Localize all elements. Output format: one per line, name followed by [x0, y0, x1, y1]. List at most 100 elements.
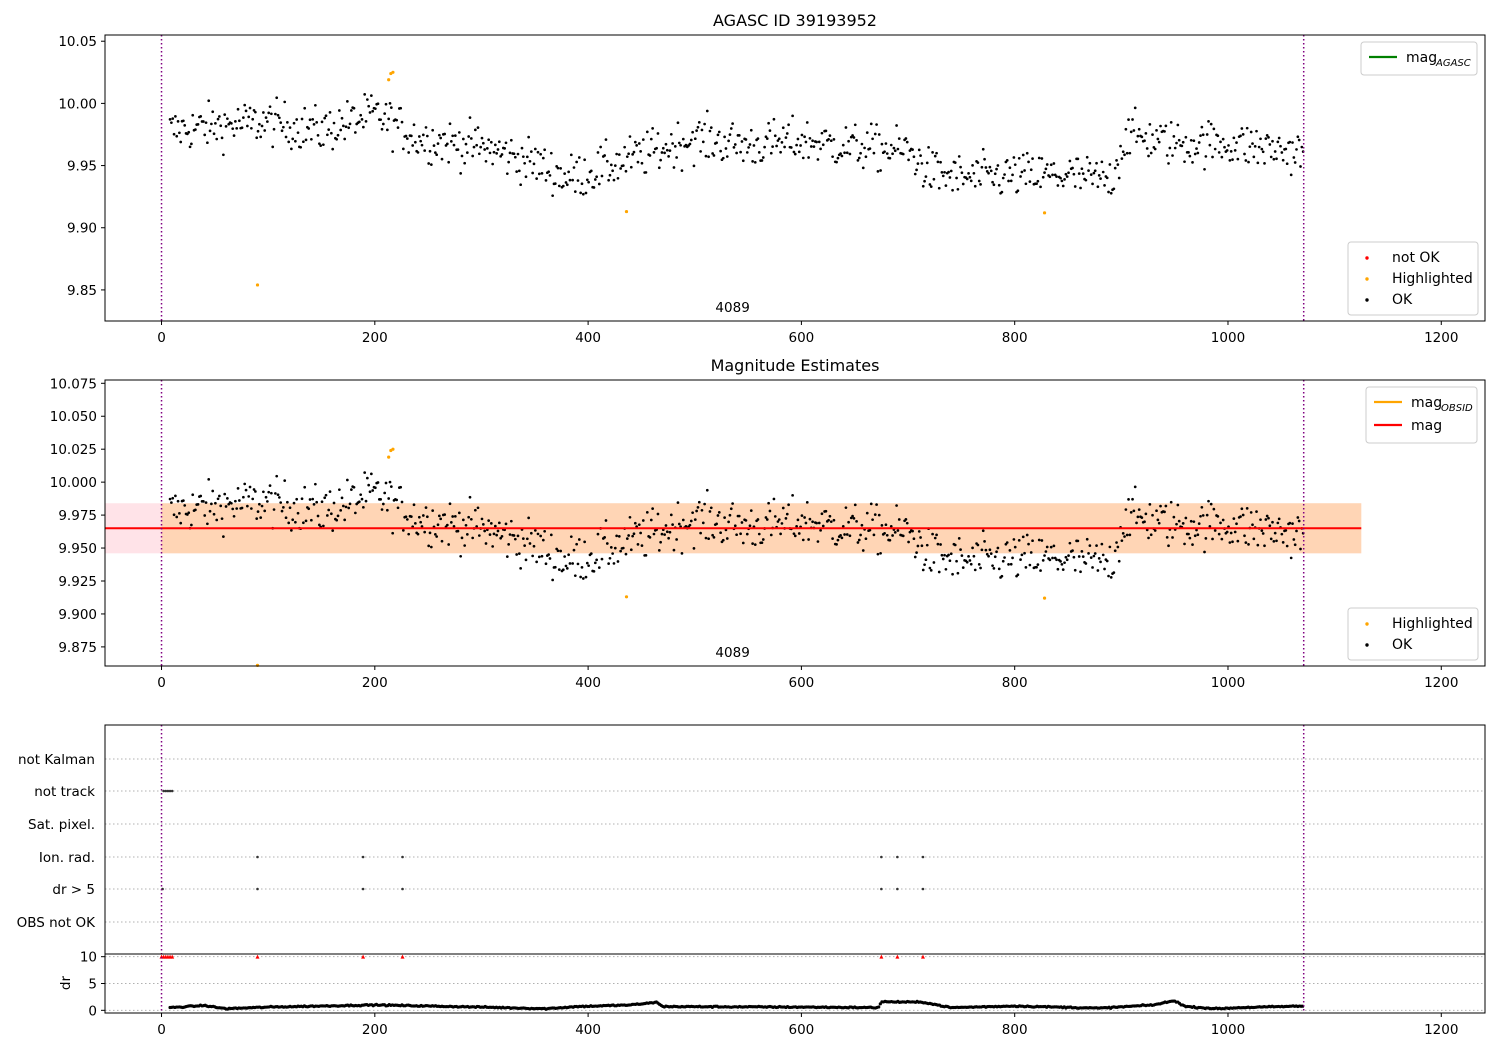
ok-point	[467, 515, 471, 519]
ok-point	[853, 123, 857, 127]
ok-point	[1236, 157, 1240, 161]
obs-label: 4089	[715, 645, 749, 661]
ok-point	[1132, 509, 1136, 513]
ok-point	[565, 567, 569, 570]
ok-point	[916, 544, 920, 548]
ok-point	[583, 540, 586, 544]
ok-point	[1088, 544, 1092, 547]
ok-point	[504, 522, 508, 526]
ok-point	[262, 490, 265, 494]
ok-point	[425, 515, 429, 519]
ok-point	[639, 149, 642, 153]
ok-point	[784, 517, 788, 520]
ok-point	[365, 98, 369, 101]
ok-point	[324, 114, 328, 118]
ok-point	[271, 145, 275, 149]
ok-point	[573, 190, 577, 193]
ok-point	[216, 117, 220, 121]
ok-point	[932, 177, 936, 181]
ok-point	[944, 567, 948, 571]
ok-point	[1299, 547, 1302, 551]
ok-point	[1256, 161, 1260, 165]
ok-point	[636, 160, 640, 164]
ok-point	[956, 187, 960, 191]
ok-point	[464, 523, 468, 527]
ok-point	[326, 133, 329, 137]
ok-point	[1081, 172, 1085, 175]
plot-frame	[104, 34, 1486, 322]
ok-point	[328, 490, 332, 493]
ok-point	[1143, 520, 1146, 524]
ok-point	[993, 555, 997, 559]
ok-point	[947, 170, 950, 174]
ok-point	[585, 178, 589, 182]
ok-point	[254, 490, 257, 493]
ok-point	[1133, 106, 1137, 110]
ok-point	[1105, 176, 1109, 180]
ok-point	[748, 143, 752, 146]
ok-point	[1208, 143, 1212, 147]
ok-point	[272, 127, 276, 131]
ok-point	[677, 141, 681, 145]
ok-point	[529, 150, 533, 153]
ok-point	[343, 137, 347, 141]
ok-point	[352, 485, 356, 489]
ok-point	[258, 502, 261, 506]
ok-point	[1117, 559, 1121, 563]
ok-point	[208, 129, 212, 133]
ok-point	[1108, 545, 1112, 549]
ok-point	[267, 490, 271, 494]
ok-point	[1093, 169, 1097, 173]
ok-point	[519, 183, 523, 187]
ok-point	[901, 534, 905, 538]
ok-point	[1167, 544, 1170, 548]
ok-point	[292, 501, 296, 505]
ok-point	[270, 112, 273, 116]
ok-point	[1017, 156, 1021, 160]
ok-point	[808, 136, 812, 140]
ok-point	[300, 497, 304, 501]
ok-point	[469, 137, 473, 140]
y-tick-label: 9.950	[58, 541, 97, 557]
ok-point	[568, 562, 572, 565]
legend-box	[1347, 607, 1479, 661]
ok-point	[635, 143, 638, 147]
ok-point	[633, 521, 637, 525]
ok-point	[259, 135, 263, 139]
ok-point	[761, 156, 765, 159]
ok-point	[739, 150, 742, 154]
ok-point	[1089, 173, 1093, 176]
ok-point	[705, 109, 709, 113]
ok-point	[282, 506, 285, 509]
ok-point	[280, 129, 284, 133]
ok-point	[584, 575, 588, 579]
ok-point	[1260, 529, 1264, 532]
ok-point	[1017, 538, 1021, 542]
ok-point	[797, 532, 801, 535]
ok-point	[559, 167, 562, 170]
ok-point	[168, 117, 172, 121]
ok-point	[1012, 156, 1016, 159]
ok-point	[600, 174, 604, 178]
ok-point	[1203, 550, 1206, 554]
ok-point	[1099, 560, 1102, 564]
ok-point	[1271, 520, 1274, 524]
ok-point	[692, 164, 696, 168]
ok-point	[207, 477, 211, 481]
ok-point	[453, 514, 457, 518]
ok-point	[905, 140, 909, 144]
ok-point	[495, 533, 499, 537]
ok-point	[1063, 561, 1066, 565]
ok-point	[1268, 524, 1272, 528]
ok-point	[323, 496, 327, 500]
ok-point	[1020, 553, 1024, 557]
ok-point	[859, 151, 862, 155]
ok-point	[212, 512, 216, 516]
ok-point	[1265, 514, 1269, 518]
ok-point	[857, 156, 861, 160]
ok-point	[939, 543, 942, 546]
ok-point	[1280, 151, 1284, 154]
ok-point	[535, 560, 538, 564]
ok-point	[1065, 558, 1069, 562]
